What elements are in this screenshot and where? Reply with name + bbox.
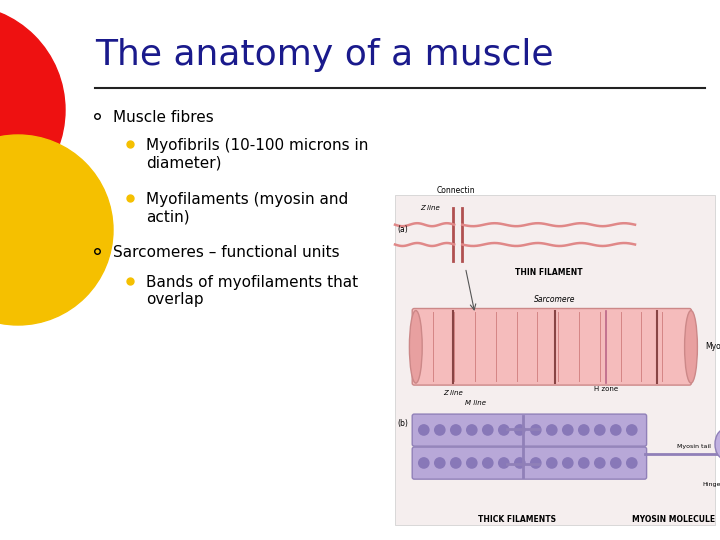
Ellipse shape (715, 429, 720, 459)
FancyBboxPatch shape (412, 447, 647, 479)
Circle shape (451, 458, 461, 468)
Text: Myofibril: Myofibril (706, 342, 720, 352)
Text: MYOSIN MOLECULE: MYOSIN MOLECULE (632, 515, 715, 524)
Circle shape (579, 458, 589, 468)
FancyBboxPatch shape (412, 308, 691, 385)
Circle shape (0, 5, 65, 215)
Circle shape (563, 458, 573, 468)
Circle shape (435, 458, 445, 468)
Text: Hinge: Hinge (703, 482, 720, 487)
Circle shape (531, 458, 541, 468)
Text: THICK FILAMENTS: THICK FILAMENTS (477, 515, 556, 524)
Circle shape (467, 458, 477, 468)
Circle shape (531, 425, 541, 435)
Circle shape (451, 425, 461, 435)
Text: H zone: H zone (594, 387, 618, 393)
Circle shape (579, 425, 589, 435)
Circle shape (595, 458, 605, 468)
Text: Myofibrils (10-100 microns in
diameter): Myofibrils (10-100 microns in diameter) (146, 138, 369, 171)
Circle shape (611, 458, 621, 468)
Text: (a): (a) (397, 225, 408, 234)
Circle shape (419, 425, 429, 435)
Circle shape (515, 458, 525, 468)
Text: Connectin: Connectin (436, 186, 475, 195)
Circle shape (563, 425, 573, 435)
Text: Sarcomeres – functional units: Sarcomeres – functional units (113, 245, 340, 260)
Text: Myofilaments (myosin and
actin): Myofilaments (myosin and actin) (146, 192, 348, 225)
Text: Z line: Z line (443, 390, 463, 396)
Ellipse shape (410, 310, 422, 383)
Text: THIN FILAMENT: THIN FILAMENT (515, 268, 582, 276)
Circle shape (595, 425, 605, 435)
Circle shape (0, 135, 113, 325)
Circle shape (499, 425, 509, 435)
Circle shape (482, 425, 493, 435)
Text: Sarcomere: Sarcomere (534, 295, 576, 304)
Text: Myosin tail: Myosin tail (677, 444, 711, 449)
Circle shape (546, 425, 557, 435)
Circle shape (611, 425, 621, 435)
Circle shape (546, 458, 557, 468)
Text: Z line: Z line (420, 205, 440, 211)
Circle shape (482, 458, 493, 468)
Text: Muscle fibres: Muscle fibres (113, 110, 214, 125)
Text: M line: M line (465, 400, 487, 406)
Circle shape (515, 425, 525, 435)
Circle shape (626, 425, 637, 435)
Circle shape (467, 425, 477, 435)
FancyBboxPatch shape (412, 414, 647, 446)
Circle shape (435, 425, 445, 435)
FancyBboxPatch shape (395, 195, 715, 525)
Circle shape (626, 458, 637, 468)
Text: (b): (b) (397, 420, 408, 428)
Text: The anatomy of a muscle: The anatomy of a muscle (95, 38, 554, 72)
Ellipse shape (685, 310, 698, 383)
Text: Bands of myofilaments that
overlap: Bands of myofilaments that overlap (146, 275, 358, 307)
Circle shape (419, 458, 429, 468)
Circle shape (499, 458, 509, 468)
